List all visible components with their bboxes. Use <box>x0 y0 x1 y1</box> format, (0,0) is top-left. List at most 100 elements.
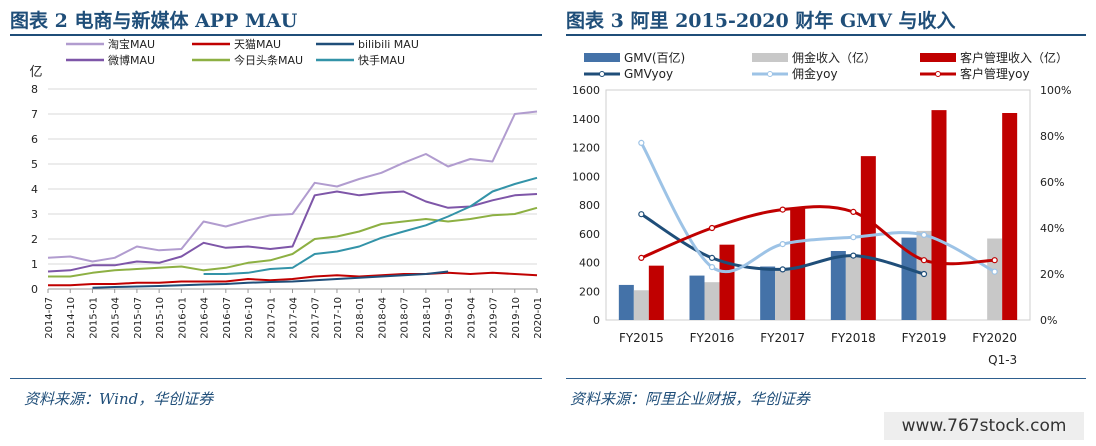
plot-frame <box>605 89 1031 321</box>
yoy-marker <box>779 241 786 248</box>
x-tick-label: 2018-07 <box>400 297 411 339</box>
legend-label: 天猫MAU <box>234 38 281 51</box>
bar <box>830 251 846 320</box>
yoy-marker <box>638 139 645 147</box>
bar <box>931 110 947 320</box>
legend-marker <box>935 71 941 77</box>
x-tick-label: 2015-01 <box>88 297 99 339</box>
x-tick-label: 2015-10 <box>155 297 166 339</box>
yoy-marker <box>708 224 716 232</box>
x-tick-label: 2019-10 <box>511 297 522 339</box>
figure-2-title-rule <box>10 34 542 36</box>
bar <box>760 266 776 320</box>
legend-label: 客户管理收入（亿） <box>960 50 1068 65</box>
series-line <box>48 206 538 278</box>
x-tick-label: 2018-04 <box>377 297 388 339</box>
x-tick-label: FY2016 <box>690 331 735 345</box>
series-line <box>48 271 538 287</box>
figure-2-bottom-rule <box>10 378 542 379</box>
bar <box>860 156 876 320</box>
legend-label: 淘宝MAU <box>108 37 155 51</box>
x-tick-label: 2016-04 <box>200 297 211 339</box>
bar <box>901 237 917 320</box>
watermark: www.767stock.com <box>884 412 1084 440</box>
bar <box>704 282 720 320</box>
x-tick-label: 2019-07 <box>489 297 500 339</box>
bar <box>618 284 634 320</box>
figure-3-title-rule <box>566 34 1086 36</box>
x-tick-label: 2019-04 <box>466 297 477 339</box>
alibaba-gmv-chart: 0 200 400 600 800 1000 1200 1400 1600 0% 20% 40% 60%… <box>572 50 1071 367</box>
y-tick-label: 3 <box>31 208 38 221</box>
yoy-marker <box>779 266 786 273</box>
legend-label: bilibili MAU <box>358 38 419 51</box>
bar <box>1002 113 1018 320</box>
bar <box>845 256 861 320</box>
y-tick-label: 7 <box>31 108 38 121</box>
bar <box>648 265 664 320</box>
series-line <box>203 176 538 275</box>
series-line <box>47 110 538 263</box>
y-tick-label: 4 <box>31 183 38 196</box>
x-tick-label: 2014-10 <box>66 297 77 339</box>
legend-label: GMV(百亿) <box>624 50 685 65</box>
legend-label: 佣金yoy <box>792 66 838 81</box>
legend-label: 今日头条MAU <box>234 53 303 67</box>
y-tick-label: 1000 <box>572 170 600 183</box>
x-tick-label: 2018-10 <box>422 297 433 339</box>
figure-2-source: 资料来源：Wind，华创证券 <box>24 390 214 408</box>
legend-swatch <box>920 53 956 62</box>
x-tick-label: 2016-10 <box>244 297 255 339</box>
yoy-marker <box>638 211 645 218</box>
yoy-line <box>640 205 995 266</box>
x-tick-label: 2018-01 <box>355 297 366 339</box>
x-tick-label: 2017-04 <box>289 297 300 339</box>
y-tick-label: 0 <box>593 314 600 327</box>
y-tick-label: 8 <box>31 83 38 96</box>
yoy-marker <box>850 234 857 241</box>
y-axis-unit: 亿 <box>29 65 42 80</box>
figure-3-title: 图表 3 阿里 2015-2020 财年 GMV 与收入 <box>566 10 956 32</box>
x-tick-label: 2019-01 <box>444 297 455 339</box>
bar <box>790 208 806 320</box>
y-tick-label: 200 <box>579 285 600 298</box>
legend-label: 快手MAU <box>358 53 405 67</box>
yoy-marker <box>920 257 928 264</box>
bar <box>633 290 649 320</box>
y-tick-label: 1400 <box>572 113 600 126</box>
yoy-marker <box>708 254 716 261</box>
bar <box>987 238 1003 320</box>
yoy-marker <box>991 268 998 275</box>
yoy-marker <box>708 264 716 271</box>
x-tick-label: 2016-07 <box>222 297 233 339</box>
figure-3-bottom-rule <box>566 378 1086 379</box>
series-line <box>92 270 449 289</box>
legend-marker <box>767 71 773 77</box>
y2-tick-label: 0% <box>1040 314 1057 327</box>
y2-tick-label: 60% <box>1040 176 1064 189</box>
y-tick-label: 600 <box>579 228 600 241</box>
x-tick-sublabel: Q1-3 <box>988 353 1017 367</box>
y-tick-label: 400 <box>579 257 600 270</box>
x-tick-label: FY2019 <box>902 331 947 345</box>
legend-label: GMVyoy <box>624 67 673 81</box>
x-tick-label: FY2015 <box>619 331 664 345</box>
y-tick-label: 0 <box>31 283 38 296</box>
yoy-marker <box>638 254 645 261</box>
x-tick-label: FY2018 <box>831 331 876 345</box>
x-tick-label: 2017-10 <box>333 297 344 339</box>
figure-2-title: 图表 2 电商与新媒体 APP MAU <box>10 10 298 32</box>
x-tick-label: 2014-07 <box>44 297 55 339</box>
y2-tick-label: 80% <box>1040 130 1064 143</box>
x-tick-label: 2015-07 <box>133 297 144 339</box>
x-tick-label: 2020-01 <box>533 297 544 339</box>
y-tick-label: 800 <box>579 199 600 212</box>
legend-label: 佣金收入（亿） <box>792 50 876 65</box>
yoy-marker <box>850 252 857 259</box>
x-tick-label: 2016-01 <box>177 297 188 339</box>
legend-swatch <box>752 53 788 62</box>
yoy-marker <box>920 231 928 238</box>
y-tick-label: 1600 <box>572 84 600 97</box>
y-tick-label: 1200 <box>572 142 600 155</box>
yoy-marker <box>920 270 928 278</box>
